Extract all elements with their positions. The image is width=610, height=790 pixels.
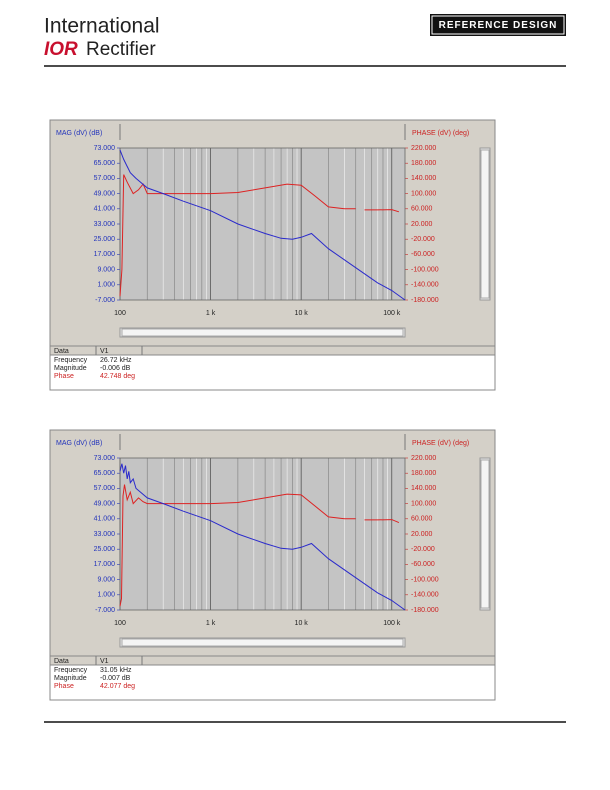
y-tick-label: 25.000 [94, 236, 116, 243]
x-tick-label: 1 k [206, 310, 216, 317]
y-tick-label: 65.000 [94, 160, 116, 167]
table-cell: Phase [54, 373, 74, 380]
logo: IOR [44, 39, 78, 60]
company-name: International [44, 15, 160, 38]
plot-frame [119, 147, 406, 301]
y-tick-label: -7.000 [95, 607, 115, 614]
left-axis-label: MAG (dV) (dB) [56, 130, 102, 137]
magnitude-curve [119, 149, 406, 301]
y2-tick-label: 60.000 [411, 516, 433, 523]
table-header-cell: Data [54, 348, 69, 355]
scroll-thumb [480, 149, 490, 299]
y2-tick-label: -180.000 [411, 297, 439, 304]
y-tick-label: 17.000 [94, 561, 116, 568]
y-tick-label: 49.000 [94, 500, 116, 507]
y2-tick-label: 100.000 [411, 190, 436, 197]
table-cell: 31.05 kHz [100, 667, 132, 674]
y2-tick-label: 220.000 [411, 455, 436, 462]
y2-tick-label: -140.000 [411, 592, 439, 599]
scroll-thumb [480, 459, 490, 609]
y2-tick-label: 180.000 [411, 160, 436, 167]
y-tick-label: 33.000 [94, 531, 116, 538]
table-header-cell: V1 [100, 348, 109, 355]
table-cell: -0.006 dB [100, 365, 131, 372]
right-axis-label: PHASE (dV) (deg) [412, 130, 469, 137]
table-cell: 42.748 deg [100, 373, 135, 380]
company-name: Rectifier [86, 39, 156, 60]
y2-tick-label: 100.000 [411, 500, 436, 507]
x-tick-label: 100 k [383, 620, 401, 627]
y2-tick-label: -60.000 [411, 561, 435, 568]
left-axis-label: MAG (dV) (dB) [56, 440, 102, 447]
y-tick-label: 41.000 [94, 516, 116, 523]
y-tick-label: 41.000 [94, 206, 116, 213]
y-tick-label: 57.000 [94, 175, 116, 182]
y-tick-label: 1.000 [97, 282, 115, 289]
table-cell: Frequency [54, 667, 88, 674]
table-header [49, 655, 496, 666]
phase-curve [119, 484, 400, 607]
y-tick-label: 1.000 [97, 592, 115, 599]
table-cell: Frequency [54, 357, 88, 364]
y2-tick-label: 60.000 [411, 206, 433, 213]
plot-area [120, 148, 405, 300]
magnitude-curve [119, 463, 406, 611]
table-header-cell: Data [54, 658, 69, 665]
y-tick-label: 65.000 [94, 470, 116, 477]
y2-tick-label: -100.000 [411, 576, 439, 583]
scroll-thumb [121, 638, 404, 647]
scroll-thumb [121, 328, 404, 337]
table-header [49, 345, 496, 356]
table-cell: -0.007 dB [100, 675, 131, 682]
plot-frame [119, 457, 406, 611]
y2-tick-label: -20.000 [411, 236, 435, 243]
y-tick-label: -7.000 [95, 297, 115, 304]
plot-area [120, 458, 405, 610]
x-tick-label: 100 [114, 310, 126, 317]
y-tick-label: 9.000 [97, 266, 115, 273]
x-tick-label: 1 k [206, 620, 216, 627]
y-tick-label: 73.000 [94, 145, 116, 152]
x-tick-label: 100 [114, 620, 126, 627]
y2-tick-label: 140.000 [411, 175, 436, 182]
badge-border [431, 15, 565, 35]
table-cell: Magnitude [54, 675, 87, 682]
table-cell: Phase [54, 683, 74, 690]
x-tick-label: 10 k [295, 310, 309, 317]
y-tick-label: 73.000 [94, 455, 116, 462]
badge-text: REFERENCE DESIGN [439, 20, 558, 31]
badge [430, 14, 566, 36]
table-cell: 26.72 kHz [100, 357, 132, 364]
y2-tick-label: 20.000 [411, 221, 433, 228]
y-tick-label: 49.000 [94, 190, 116, 197]
y2-tick-label: -20.000 [411, 546, 435, 553]
phase-curve [119, 174, 400, 297]
y-tick-label: 33.000 [94, 221, 116, 228]
y2-tick-label: 140.000 [411, 485, 436, 492]
x-tick-label: 10 k [295, 620, 309, 627]
table-cell: 42.077 deg [100, 683, 135, 690]
y-tick-label: 9.000 [97, 576, 115, 583]
y-tick-label: 17.000 [94, 251, 116, 258]
y2-tick-label: 180.000 [411, 470, 436, 477]
y2-tick-label: -100.000 [411, 266, 439, 273]
y2-tick-label: -140.000 [411, 282, 439, 289]
table-cell: Magnitude [54, 365, 87, 372]
y-tick-label: 25.000 [94, 546, 116, 553]
y2-tick-label: 220.000 [411, 145, 436, 152]
table-header-cell: V1 [100, 658, 109, 665]
y-tick-label: 57.000 [94, 485, 116, 492]
y2-tick-label: -60.000 [411, 251, 435, 258]
right-axis-label: PHASE (dV) (deg) [412, 440, 469, 447]
x-tick-label: 100 k [383, 310, 401, 317]
y2-tick-label: -180.000 [411, 607, 439, 614]
y2-tick-label: 20.000 [411, 531, 433, 538]
